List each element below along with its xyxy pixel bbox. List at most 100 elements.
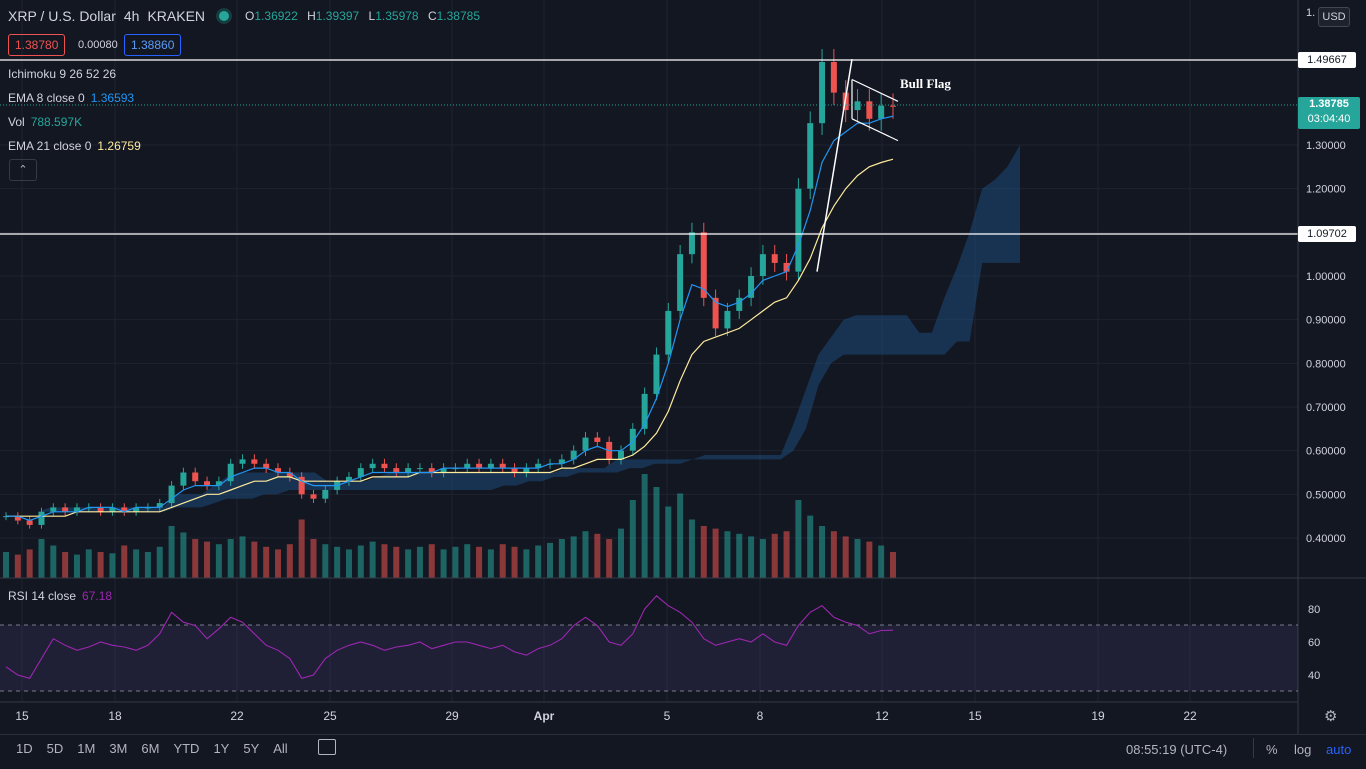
candle-body [310, 494, 317, 499]
candle-body [440, 468, 447, 473]
volume-bar [807, 515, 814, 578]
candle-body [62, 507, 69, 512]
candle-body [227, 463, 234, 482]
candle-body [854, 101, 861, 111]
price-tick-label: 0.70000 [1306, 402, 1346, 414]
candle-body [807, 123, 814, 189]
ema21-legend[interactable]: EMA 21 close 0 1.26759 [8, 139, 141, 153]
volume-bar [133, 549, 140, 578]
range-5d[interactable]: 5D [46, 741, 64, 756]
price-tick-label: 1.20000 [1306, 184, 1346, 196]
volume-bar [511, 546, 518, 578]
time-axis-ticks: 15 18 22 25 29 Apr 5 8 12 15 19 22 [15, 709, 1197, 723]
candle-body [464, 463, 471, 469]
candle-body [239, 459, 246, 464]
volume-bar [487, 549, 494, 578]
rsi-legend[interactable]: RSI 14 close 67.18 [8, 589, 113, 603]
volume-bar [523, 549, 530, 578]
vol-legend[interactable]: Vol 788.597K [8, 115, 83, 129]
time-tick-label: 22 [1183, 709, 1197, 723]
volume-bar [748, 536, 755, 578]
volume-bar [464, 544, 471, 578]
candle-body [617, 450, 624, 460]
volume-bar [73, 554, 80, 578]
log-toggle[interactable]: log [1294, 742, 1312, 757]
range-all[interactable]: All [273, 741, 288, 756]
hline-lower-label: 1.09702 [1298, 226, 1356, 242]
price-tick-label: 0.80000 [1306, 358, 1346, 370]
volume-bar [109, 553, 116, 578]
sell-button[interactable]: 1.38780 [8, 34, 66, 56]
candle-body [878, 105, 885, 119]
flag-upper-edge [851, 78, 899, 102]
candle-body [700, 232, 707, 298]
volume-bar [62, 552, 69, 578]
flag-pole [816, 58, 853, 272]
hline-upper-label: 1.49667 [1298, 52, 1356, 68]
volume-bar [334, 546, 341, 578]
range-1m[interactable]: 1M [77, 741, 96, 756]
time-tick-label: 5 [664, 709, 671, 723]
volume-bar [428, 544, 435, 578]
range-3m[interactable]: 3M [109, 741, 128, 756]
spread-value: 0.00080 [78, 39, 118, 51]
price-chart[interactable]: 15 18 22 25 29 Apr 5 8 12 15 19 22 1.30000 1.20000 1.… [0, 0, 1366, 734]
ema21-value: 1.26759 [97, 139, 141, 153]
volume-bar [38, 539, 45, 578]
price-tick-label: 0.90000 [1306, 315, 1346, 327]
candle-body [759, 254, 766, 276]
candle-body [476, 463, 483, 469]
volume-bar [393, 546, 400, 578]
ema8-legend[interactable]: EMA 8 close 0 1.36593 [8, 91, 135, 105]
range-5y[interactable]: 5Y [243, 741, 260, 756]
flag-lower-edge [851, 118, 899, 142]
percent-toggle[interactable]: % [1266, 742, 1278, 757]
volume-bar [700, 526, 707, 578]
ema21-line [6, 158, 894, 517]
date-range-icon[interactable] [318, 739, 336, 755]
ichimoku-legend[interactable]: Ichimoku 9 26 52 26 [8, 67, 117, 81]
settings-gear-icon[interactable]: ⚙ [1324, 708, 1338, 725]
range-6m[interactable]: 6M [141, 741, 160, 756]
volume-bar [310, 539, 317, 578]
exchange-label: KRAKEN [147, 8, 206, 24]
volume-bar [570, 536, 577, 578]
auto-toggle[interactable]: auto [1326, 742, 1352, 757]
clock[interactable]: 08:55:19 (UTC-4) [1126, 742, 1228, 757]
volume-bar [795, 500, 802, 578]
currency-button[interactable]: USD [1318, 7, 1350, 27]
candle-body [487, 463, 494, 469]
candles [3, 49, 896, 529]
candle-body [73, 507, 80, 512]
cloud-area [0, 145, 1020, 512]
volume-bar [357, 545, 364, 578]
candle-body [133, 507, 140, 512]
volume-bar [677, 493, 684, 578]
volume-bar [558, 539, 565, 578]
candle-body [866, 101, 873, 119]
toolbar-divider [1253, 738, 1254, 758]
buy-button[interactable]: 1.38860 [124, 34, 182, 56]
ema8-line [6, 115, 894, 522]
range-ytd[interactable]: YTD [173, 741, 200, 756]
candle-body [511, 468, 518, 473]
candle-body [168, 485, 175, 504]
range-1d[interactable]: 1D [16, 741, 33, 756]
time-tick-label: 22 [230, 709, 244, 723]
candle-body [50, 507, 57, 512]
symbol-title[interactable]: XRP / U.S. Dollar [8, 8, 116, 24]
price-top-tick: 1. [1306, 7, 1316, 19]
bottom-toolbar [0, 734, 1366, 769]
range-1y[interactable]: 1Y [213, 741, 230, 756]
range-selector: 1D 5D 1M 3M 6M YTD 1Y 5Y All [16, 741, 295, 756]
volume-bar [866, 541, 873, 578]
volume-bar [14, 554, 21, 578]
interval-label[interactable]: 4h [123, 8, 140, 24]
candle-body [121, 507, 128, 512]
high-value: 1.39397 [315, 9, 360, 23]
candle-body [14, 516, 21, 521]
candle-body [535, 463, 542, 469]
volume-bar [688, 519, 695, 578]
collapse-legend-button[interactable]: ⌃ [9, 159, 37, 181]
price-axis-ticks: 1.300001.200001.100001.000000.900000.800… [1306, 140, 1346, 545]
